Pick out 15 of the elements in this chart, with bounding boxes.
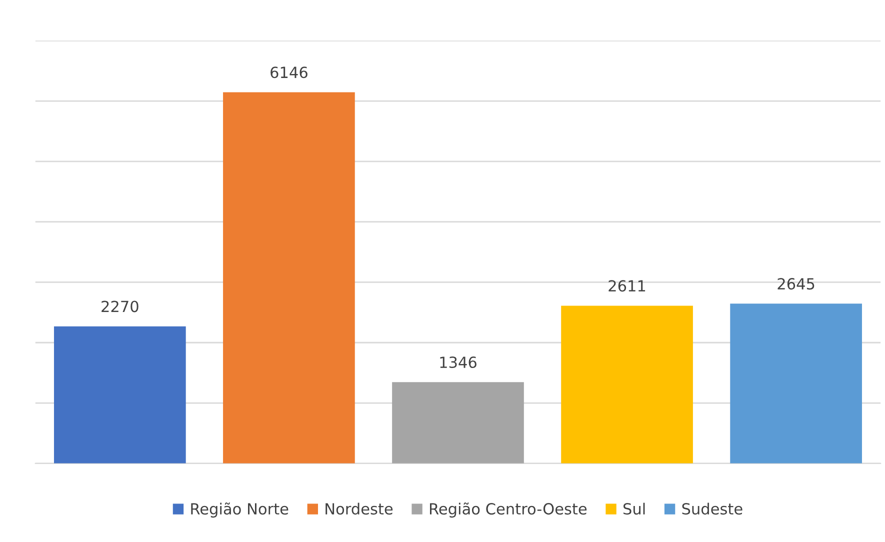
legend-label: Região Norte [191, 502, 288, 518]
bar [54, 326, 186, 464]
bar [392, 382, 524, 464]
legend-label: Sudeste [682, 502, 742, 515]
legend-label: Sul [624, 502, 645, 515]
legend-label: Nordeste [326, 502, 393, 515]
data-label: 2270 [102, 300, 138, 312]
bar [223, 92, 355, 464]
legend-label: Região Centro-Oeste [430, 502, 587, 518]
data-label: 2611 [608, 280, 646, 292]
data-label: 6146 [270, 66, 308, 78]
bar [561, 306, 693, 464]
bar [730, 304, 862, 464]
data-label: 2645 [778, 278, 814, 290]
data-label: 1346 [440, 356, 476, 368]
